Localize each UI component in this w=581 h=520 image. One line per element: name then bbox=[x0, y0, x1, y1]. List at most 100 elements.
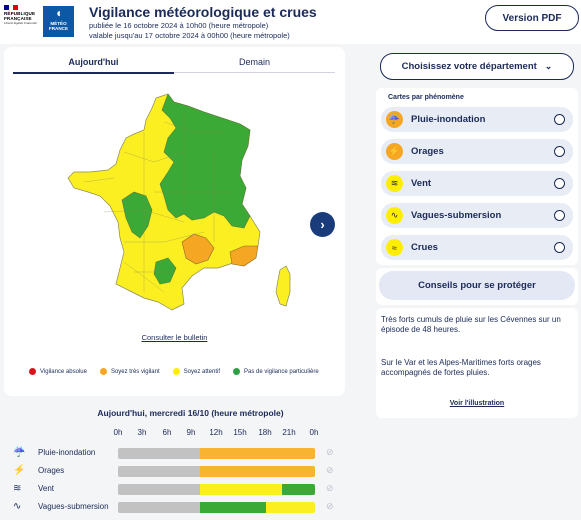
thunderstorm-icon: ⚡ bbox=[13, 465, 26, 476]
radio-button[interactable] bbox=[554, 242, 565, 253]
rain-flood-icon: ☔ bbox=[13, 447, 26, 458]
radio-button[interactable] bbox=[554, 146, 565, 157]
timeline-segment-yellow bbox=[265, 502, 315, 513]
phenomenon-vent[interactable]: ≋ Vent bbox=[381, 171, 573, 196]
timeline-bar bbox=[118, 448, 315, 459]
eye-slash-icon[interactable]: ⊘ bbox=[326, 501, 334, 511]
orange-zone-cevennes[interactable] bbox=[181, 233, 215, 265]
legend-item: Vigilance absolue bbox=[29, 368, 87, 375]
phenomenon-pluie-inondation[interactable]: ☔ Pluie-inondation bbox=[381, 107, 573, 132]
mf-logo-line1: MÉTÉO bbox=[50, 21, 67, 26]
consult-bulletin-link[interactable]: Consulter le bulletin bbox=[141, 333, 208, 342]
hour-label: 15h bbox=[233, 428, 247, 437]
rain-flood-icon: ☔ bbox=[386, 111, 403, 128]
choose-department-button[interactable]: Choisissez votre département ⌄ bbox=[380, 53, 574, 80]
timeline-row-label: Vagues-submersion bbox=[38, 502, 109, 511]
hour-label: 18h bbox=[258, 428, 272, 437]
timeline-bar bbox=[118, 484, 315, 495]
timeline-segment-green bbox=[200, 502, 266, 513]
department-borders bbox=[83, 112, 234, 293]
thunderstorm-icon: ⚡ bbox=[386, 143, 403, 160]
tab-today[interactable]: Aujourd'hui bbox=[13, 57, 174, 74]
hour-label: 3h bbox=[137, 428, 147, 437]
timeline-title: Aujourd'hui, mercredi 16/10 (heure métro… bbox=[97, 408, 284, 418]
timeline-segment-orange bbox=[200, 448, 315, 459]
hour-label: 6h bbox=[162, 428, 172, 437]
france-vigilance-map[interactable] bbox=[64, 92, 304, 322]
timeline-segment-grey bbox=[118, 484, 201, 495]
red-dot-icon bbox=[29, 368, 36, 375]
timeline-segment-green bbox=[282, 484, 315, 495]
rf-motto: Liberté Égalité Fraternité bbox=[4, 21, 37, 25]
view-illustration-link[interactable]: Voir l'illustration bbox=[449, 400, 505, 407]
waves-icon: ∿ bbox=[386, 207, 403, 224]
green-dot-icon bbox=[233, 368, 240, 375]
hour-label: 12h bbox=[209, 428, 223, 437]
legend-item: Soyez attentif bbox=[172, 368, 220, 375]
legend-item: Soyez très vigilant bbox=[99, 368, 160, 375]
eye-slash-icon[interactable]: ⊘ bbox=[326, 447, 334, 457]
choose-department-label: Choisissez votre département bbox=[401, 61, 537, 72]
eye-slash-icon[interactable]: ⊘ bbox=[326, 465, 334, 475]
phenomena-title: Cartes par phénomène bbox=[388, 94, 464, 101]
timeline-segment-grey bbox=[118, 502, 201, 513]
page-title: Vigilance météorologique et crues bbox=[89, 4, 317, 20]
rf-logo-line1: RÉPUBLIQUE bbox=[4, 11, 36, 16]
timeline-bar bbox=[118, 502, 315, 513]
pdf-version-button[interactable]: Version PDF bbox=[485, 5, 579, 31]
hour-label: 9h bbox=[186, 428, 196, 437]
next-map-button[interactable]: › bbox=[310, 212, 335, 237]
legend-item: Pas de vigilance particulière bbox=[233, 368, 319, 375]
hour-label: 21h bbox=[282, 428, 296, 437]
protection-advice-button[interactable]: Conseils pour se protéger bbox=[379, 271, 575, 300]
wind-icon: ≋ bbox=[386, 175, 403, 192]
legend-label: Vigilance absolue bbox=[40, 368, 87, 375]
bulletin-summary-card: Très forts cumuls de pluie sur les Céven… bbox=[376, 308, 578, 418]
header: RÉPUBLIQUE FRANÇAISE Liberté Égalité Fra… bbox=[0, 0, 581, 44]
phenomenon-crues[interactable]: ≈ Crues bbox=[381, 235, 573, 260]
radio-button[interactable] bbox=[554, 114, 565, 125]
corsica[interactable] bbox=[275, 265, 291, 307]
mf-logo-line2: FRANCE bbox=[48, 26, 69, 31]
timeline-segment-grey bbox=[118, 466, 201, 477]
chevron-right-icon: › bbox=[320, 217, 325, 232]
phenomena-card: Cartes par phénomène ☔ Pluie-inondation … bbox=[376, 88, 578, 265]
republique-francaise-logo: RÉPUBLIQUE FRANÇAISE Liberté Égalité Fra… bbox=[4, 5, 40, 41]
green-zone-west[interactable] bbox=[121, 191, 153, 239]
radio-button[interactable] bbox=[554, 178, 565, 189]
protect-card: Conseils pour se protéger bbox=[376, 268, 578, 305]
phenomenon-vagues-submersion[interactable]: ∿ Vagues-submersion bbox=[381, 203, 573, 228]
yellow-dot-icon bbox=[172, 368, 180, 375]
legend-label: Pas de vigilance particulière bbox=[244, 368, 319, 375]
phenomenon-label: Vent bbox=[411, 178, 432, 189]
green-zone-southwest[interactable] bbox=[153, 257, 177, 285]
meteo-france-logo[interactable]: ◖ MÉTÉO FRANCE bbox=[43, 6, 74, 37]
chevron-down-icon: ⌄ bbox=[544, 61, 553, 71]
eye-slash-icon[interactable]: ⊘ bbox=[326, 483, 334, 493]
orange-zone-var[interactable] bbox=[229, 245, 259, 267]
meteo-france-emblem-icon: ◖ bbox=[54, 6, 63, 20]
phenomenon-label: Crues bbox=[411, 242, 438, 253]
tab-tomorrow[interactable]: Demain bbox=[174, 57, 335, 73]
map-legend: Vigilance absolue Soyez très vigilant So… bbox=[29, 368, 332, 375]
published-date: publiée le 16 octobre 2024 à 10h00 (heur… bbox=[89, 21, 269, 30]
orange-dot-icon bbox=[99, 368, 107, 375]
timeline-row-label: Vent bbox=[38, 484, 55, 493]
phenomenon-label: Pluie-inondation bbox=[411, 114, 486, 125]
phenomenon-label: Vagues-submersion bbox=[411, 210, 502, 221]
timeline-row-label: Orages bbox=[38, 466, 65, 475]
timeline-row-pluie-inondation: ☔ Pluie-inondation ⊘ bbox=[0, 446, 345, 464]
timeline-row-vent: ≋ Vent ⊘ bbox=[0, 482, 345, 500]
timeline-segment-grey bbox=[118, 448, 201, 459]
valid-until-date: valable jusqu'au 17 octobre 2024 à 00h00… bbox=[89, 31, 290, 40]
hour-label: 0h bbox=[309, 428, 319, 437]
phenomenon-orages[interactable]: ⚡ Orages bbox=[381, 139, 573, 164]
wind-icon: ≋ bbox=[13, 483, 22, 494]
hour-label: 0h bbox=[113, 428, 123, 437]
green-zone-east[interactable] bbox=[159, 93, 251, 229]
radio-button[interactable] bbox=[554, 210, 565, 221]
timeline-segment-yellow bbox=[200, 484, 283, 495]
phenomenon-label: Orages bbox=[411, 146, 444, 157]
rf-logo-line2: FRANÇAISE bbox=[4, 16, 32, 21]
vigilance-map-card: Aujourd'hui Demain › Consulter le bullet… bbox=[4, 47, 345, 396]
